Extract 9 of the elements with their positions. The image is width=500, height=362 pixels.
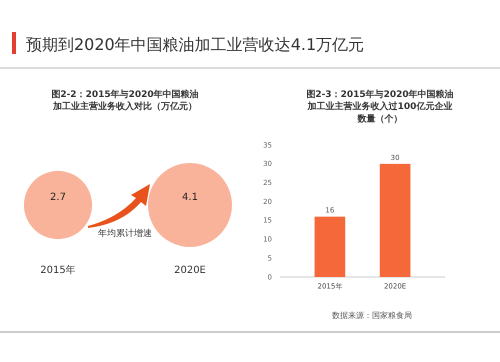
- category-label: 2015年: [40, 264, 76, 276]
- chart-title: 图2-3：2015年与2020年中国粮油加工业主营业务收入过100亿元企业数量（个）: [306, 89, 454, 124]
- data-label: 4.1: [182, 192, 198, 203]
- text: 预期到2020年中国粮油加工业营收达4.1万亿元: [26, 35, 364, 54]
- text: 年均累计增速: [98, 228, 152, 239]
- source-note: 数据来源：国家粮食局: [332, 311, 412, 320]
- text: 图2-2：2015年与2020年中国粮油加工业主营业务收入对比（万亿元）: [51, 89, 199, 112]
- category-label: 2020E: [174, 265, 206, 276]
- data-label: 2.7: [50, 192, 66, 203]
